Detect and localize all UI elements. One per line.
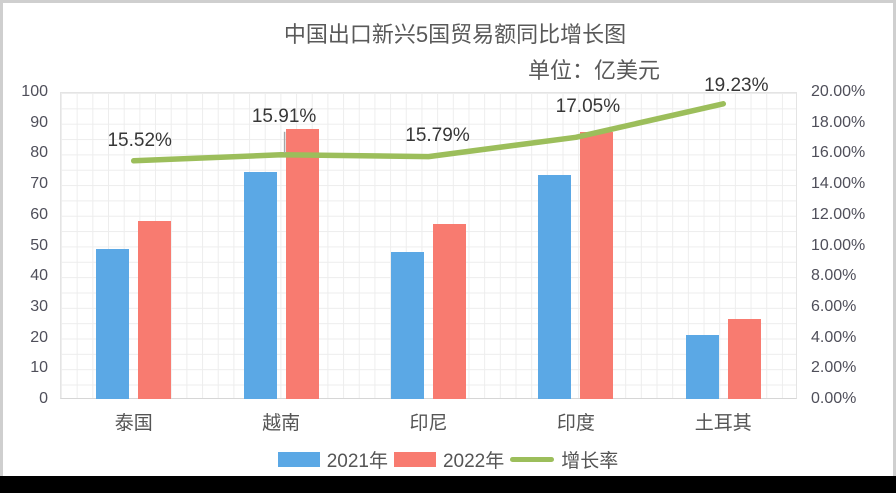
y-axis-left-tick-label: 60 [30, 205, 48, 223]
window-border-top [0, 0, 896, 3]
legend: 2021年 2022年 增长率 [0, 446, 896, 473]
window-border-right [893, 0, 896, 476]
bar-2022-cat2 [432, 224, 466, 399]
y-axis-right-tick-label: 0.00% [811, 390, 857, 407]
y-axis-right-tick-label: 12.00% [811, 205, 866, 223]
y-axis-left-tick-label: 10 [30, 359, 48, 377]
data-labels-layer: 15.52% 15.91% 15.79% 17.05% 19.23% [60, 75, 797, 399]
window-bottom-bar [0, 476, 896, 493]
y-axis-right: 0.00% 2.00% 4.00% 6.00% 8.00% 10.00% 12.00% 14.… [811, 83, 893, 407]
legend-swatch-icon [277, 452, 320, 467]
legend-item-2022: 2022年 [393, 446, 505, 473]
bars-layer [60, 92, 797, 399]
x-axis: 泰国 越南 印尼 印度 土耳其 [60, 408, 797, 434]
bar-2022-cat3 [580, 131, 614, 399]
bar-group-cat1 [207, 92, 354, 399]
y-axis-right-tick-label: 10.00% [811, 236, 866, 254]
growth-rate-data-label-cat3: 17.05% [555, 96, 621, 118]
bar-group-cat2 [355, 92, 502, 399]
legend-item-growth-rate: 增长率 [510, 446, 618, 473]
y-axis-left: 0 10 20 30 40 50 60 70 80 90 100 [0, 83, 48, 407]
bar-group-cat4 [650, 92, 797, 399]
chart-title-block: 中国出口新兴5国贸易额同比增长图 单位：亿美元 [250, 17, 660, 85]
bar-2022-cat1 [285, 128, 319, 399]
y-axis-left-tick-label: 40 [30, 267, 48, 285]
y-axis-right-tick-label: 4.00% [811, 328, 857, 346]
legend-label-2022: 2022年 [442, 451, 505, 472]
bar-group-cat0 [60, 92, 207, 399]
y-axis-left-tick-label: 100 [21, 83, 48, 100]
growth-rate-line [130, 101, 727, 164]
legend-item-2021: 2021年 [277, 446, 388, 473]
y-axis-right-tick-label: 18.00% [811, 113, 866, 131]
window-border-left [0, 0, 3, 476]
x-axis-category-label-cat0: 泰国 [114, 413, 153, 434]
legend-line-icon [510, 457, 555, 462]
bar-2021-cat3 [538, 174, 572, 399]
legend-label-2021: 2021年 [326, 451, 388, 472]
y-axis-left-tick-label: 20 [30, 328, 48, 346]
growth-rate-data-label-cat1: 15.91% [251, 105, 317, 127]
growth-line-layer [130, 101, 727, 164]
x-axis-category-label-cat3: 印度 [556, 413, 595, 434]
bar-2021-cat2 [390, 251, 424, 399]
bar-2022-cat4 [727, 319, 761, 399]
y-axis-left-tick-label: 0 [39, 390, 48, 407]
y-axis-left-tick-label: 50 [30, 236, 48, 254]
y-axis-left-tick-label: 30 [30, 297, 48, 315]
y-axis-right-tick-label: 16.00% [811, 144, 866, 162]
x-axis-category-label-cat2: 印尼 [409, 413, 448, 434]
bar-group-cat3 [502, 92, 649, 399]
bar-2021-cat0 [96, 248, 130, 399]
y-axis-right-tick-label: 8.00% [811, 267, 857, 285]
y-axis-right-tick-label: 6.00% [811, 297, 857, 315]
growth-rate-data-label-cat0: 15.52% [107, 129, 172, 151]
y-axis-left-tick-label: 80 [30, 144, 48, 162]
legend-label-growth-rate: 增长率 [561, 451, 619, 472]
plot-area [60, 92, 797, 399]
chart-title: 中国出口新兴5国贸易额同比增长图 [283, 22, 627, 47]
x-axis-category-label-cat4: 土耳其 [694, 413, 752, 434]
y-axis-left-tick-label: 90 [30, 113, 48, 131]
y-axis-right-tick-label: 20.00% [811, 83, 866, 100]
legend-swatch-icon [393, 452, 436, 467]
bar-2021-cat4 [685, 334, 719, 399]
y-axis-right-tick-label: 14.00% [811, 175, 866, 193]
x-axis-category-label-cat1: 越南 [262, 413, 301, 434]
chart-subtitle-unit: 单位：亿美元 [527, 58, 660, 83]
growth-rate-data-label-cat4: 19.23% [704, 74, 769, 96]
growth-rate-data-label-cat2: 15.79% [405, 124, 470, 146]
y-axis-left-tick-label: 70 [30, 175, 48, 193]
bar-2022-cat0 [138, 220, 172, 399]
y-axis-right-tick-label: 2.00% [811, 359, 857, 377]
bar-2021-cat1 [243, 171, 277, 399]
